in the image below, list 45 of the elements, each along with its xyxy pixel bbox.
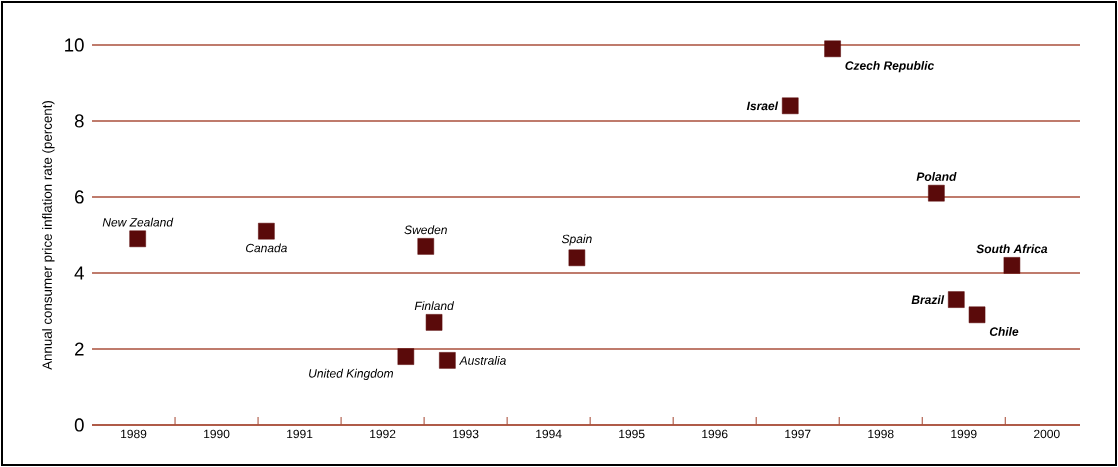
x-tick-label: 1995 (619, 429, 645, 439)
y-tick-label: 10 (65, 38, 84, 52)
annotation: Sweden (404, 225, 447, 235)
x-tick-label: 1992 (370, 429, 396, 439)
annotation: United Kingdom (309, 368, 393, 381)
point (948, 291, 965, 308)
y-tick-label: 6 (75, 190, 84, 204)
annotation: New Zealand (102, 217, 174, 227)
annotation: Czech Republic (845, 61, 935, 73)
point (1003, 257, 1021, 274)
annotation: Israel (746, 101, 779, 111)
x-tick-label: 1997 (785, 429, 811, 439)
annotation: Finland (414, 301, 455, 311)
point (781, 97, 799, 115)
annotation: Spain (561, 234, 592, 246)
x-tick-label: 1993 (453, 429, 479, 439)
point (397, 348, 415, 365)
point (425, 314, 443, 331)
y-axis-title: Annual consumer price inflation rate (percent) (42, 100, 55, 370)
y-tick-label: 4 (74, 266, 84, 280)
x-tick-label: 1996 (702, 429, 728, 439)
annotation: Poland (916, 172, 957, 181)
x-tick-label: 1994 (536, 429, 562, 439)
x-tick-label: 2000 (1034, 429, 1060, 439)
annotation: Brazil (911, 295, 945, 304)
annotation: Canada (246, 243, 287, 253)
point (824, 40, 841, 58)
point (568, 249, 586, 267)
y-tick-label: 2 (75, 342, 84, 356)
x-tick-label: 1990 (204, 429, 230, 439)
y-tick-label: 0 (74, 418, 84, 432)
annotation: South Africa (976, 244, 1048, 254)
point (968, 306, 986, 324)
x-tick-label: 1991 (287, 429, 313, 439)
point (417, 238, 435, 255)
point (439, 352, 456, 369)
x-tick-label: 1998 (868, 429, 894, 439)
annotation: Chile (989, 327, 1019, 336)
x-tick-label: 1989 (121, 429, 147, 439)
x-tick-label: 1999 (951, 429, 977, 439)
y-tick-label: 8 (74, 114, 84, 128)
point (258, 222, 275, 240)
annotation: Australia (459, 355, 506, 365)
point (928, 184, 945, 202)
point (129, 230, 146, 248)
